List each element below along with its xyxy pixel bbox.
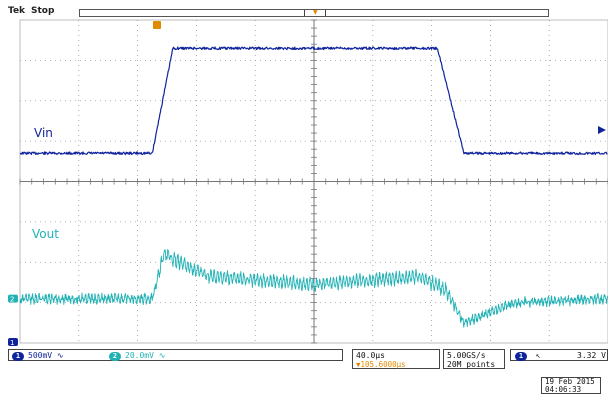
trigger-level: 3.32 V	[577, 351, 606, 360]
record-view-bar[interactable]: ▼	[79, 9, 549, 17]
ch1-ground-marker	[8, 338, 18, 346]
graticule	[19, 19, 608, 344]
rising-edge-icon: ↖	[535, 351, 541, 360]
acquisition-status: Stop	[31, 6, 55, 16]
timestamp-time: 04:06:33	[545, 385, 582, 394]
trigger-delay: ▼105.6000µs	[356, 360, 406, 369]
ch1-badge: 1	[12, 352, 24, 361]
record-trigger-marker-icon: ▼	[313, 9, 318, 16]
top-status-bar: Tek Stop ▼	[0, 0, 608, 20]
record-length: 20M points	[447, 360, 496, 369]
markers: 21	[8, 21, 606, 347]
sample-rate: 5.00GS/s	[447, 351, 486, 360]
timestamp: 19 Feb 2015 04:06:33	[541, 377, 601, 394]
ch2-trace-label: Vout	[32, 227, 59, 241]
brand-label: Tek	[8, 6, 26, 16]
acquisition-box[interactable]: 5.00GS/s 20M points	[443, 349, 505, 369]
ch1-setting[interactable]: 1 500mV ∿	[12, 351, 64, 361]
record-view-window[interactable]	[304, 10, 326, 16]
trace-vout	[19, 249, 608, 328]
trigger-setting: 1 ↖	[515, 351, 541, 361]
ch1-trace-label: Vin	[34, 126, 53, 140]
ch2-ground-marker-label: 2	[10, 296, 14, 304]
ch2-scale: 20.0mV	[125, 351, 154, 360]
channel-settings-box[interactable]: 1 500mV ∿ 2 20.0mV ∿	[8, 349, 343, 361]
trigger-box[interactable]: 1 ↖ 3.32 V	[510, 349, 608, 361]
ch2-ground-marker	[8, 294, 18, 303]
timestamp-date: 19 Feb 2015	[545, 377, 595, 386]
ch1-ground-marker-label: 1	[10, 339, 14, 347]
trigger-source-badge: 1	[515, 352, 527, 361]
bandwidth-icon: ∿	[56, 351, 64, 360]
traces: Vin Vout	[19, 46, 608, 328]
ch1-scale: 500mV	[28, 351, 53, 360]
trigger-position-marker	[153, 21, 161, 29]
trace-vin	[19, 46, 608, 156]
timebase-box[interactable]: 40.0µs ▼105.6000µs	[352, 349, 440, 369]
ch2-setting[interactable]: 2 20.0mV ∿	[109, 351, 165, 361]
trigger-level-marker	[598, 126, 606, 134]
bandwidth-icon: ∿	[158, 351, 166, 360]
ch2-badge: 2	[109, 352, 121, 361]
timebase-scale: 40.0µs	[356, 351, 385, 360]
